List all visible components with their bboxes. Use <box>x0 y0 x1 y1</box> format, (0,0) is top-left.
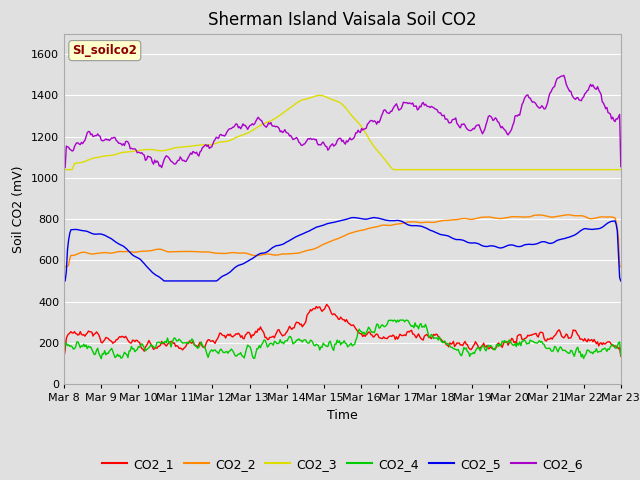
CO2_1 <box>373 331 381 337</box>
CO2_5 <box>373 215 381 221</box>
CO2_3 <box>470 167 478 172</box>
CO2_4 <box>296 337 304 343</box>
CO2_4 <box>97 356 105 361</box>
CO2_1 <box>60 354 68 360</box>
Line: CO2_4: CO2_4 <box>64 320 621 359</box>
CO2_1 <box>295 320 303 325</box>
CO2_4 <box>472 348 479 354</box>
CO2_2 <box>60 264 68 269</box>
CO2_5 <box>371 215 378 220</box>
CO2_5 <box>295 233 303 239</box>
CO2_3 <box>617 167 625 172</box>
Line: CO2_5: CO2_5 <box>64 217 621 281</box>
CO2_5 <box>470 240 478 246</box>
CO2_6 <box>399 103 406 108</box>
CO2_6 <box>567 88 575 94</box>
CO2_6 <box>560 72 568 78</box>
CO2_2 <box>234 250 241 256</box>
CO2_4 <box>234 351 242 357</box>
CO2_2 <box>295 250 303 256</box>
CO2_6 <box>295 139 303 145</box>
CO2_4 <box>568 348 576 354</box>
CO2_6 <box>372 119 380 125</box>
CO2_6 <box>617 164 625 169</box>
CO2_4 <box>60 353 68 359</box>
CO2_2 <box>469 216 477 222</box>
CO2_3 <box>60 167 68 172</box>
CO2_5 <box>60 278 68 284</box>
Title: Sherman Island Vaisala Soil CO2: Sherman Island Vaisala Soil CO2 <box>208 11 477 29</box>
CO2_1 <box>399 333 407 338</box>
CO2_3 <box>295 99 303 105</box>
CO2_5 <box>399 219 407 225</box>
CO2_2 <box>617 264 625 269</box>
CO2_5 <box>567 234 575 240</box>
CO2_4 <box>617 352 625 358</box>
Legend: CO2_1, CO2_2, CO2_3, CO2_4, CO2_5, CO2_6: CO2_1, CO2_2, CO2_3, CO2_4, CO2_5, CO2_6 <box>97 453 588 476</box>
CO2_2 <box>564 212 572 217</box>
CO2_3 <box>399 167 407 172</box>
Text: SI_soilco2: SI_soilco2 <box>72 44 137 57</box>
CO2_1 <box>234 331 241 337</box>
CO2_3 <box>315 93 323 98</box>
CO2_3 <box>567 167 575 172</box>
CO2_5 <box>234 263 241 269</box>
Y-axis label: Soil CO2 (mV): Soil CO2 (mV) <box>12 165 26 252</box>
CO2_3 <box>373 147 381 153</box>
Line: CO2_2: CO2_2 <box>64 215 621 266</box>
Line: CO2_3: CO2_3 <box>64 96 621 169</box>
CO2_2 <box>372 224 380 230</box>
Line: CO2_1: CO2_1 <box>64 304 621 357</box>
CO2_1 <box>323 301 330 307</box>
CO2_4 <box>401 319 408 324</box>
Line: CO2_6: CO2_6 <box>64 75 621 168</box>
CO2_6 <box>234 121 241 127</box>
CO2_6 <box>60 165 68 170</box>
CO2_6 <box>469 125 477 131</box>
CO2_4 <box>373 321 381 327</box>
CO2_1 <box>567 335 575 341</box>
CO2_5 <box>617 278 625 284</box>
CO2_3 <box>234 134 241 140</box>
CO2_1 <box>470 341 478 347</box>
CO2_2 <box>399 220 406 226</box>
CO2_2 <box>567 212 575 218</box>
CO2_1 <box>617 353 625 359</box>
CO2_4 <box>386 317 394 323</box>
X-axis label: Time: Time <box>327 408 358 421</box>
